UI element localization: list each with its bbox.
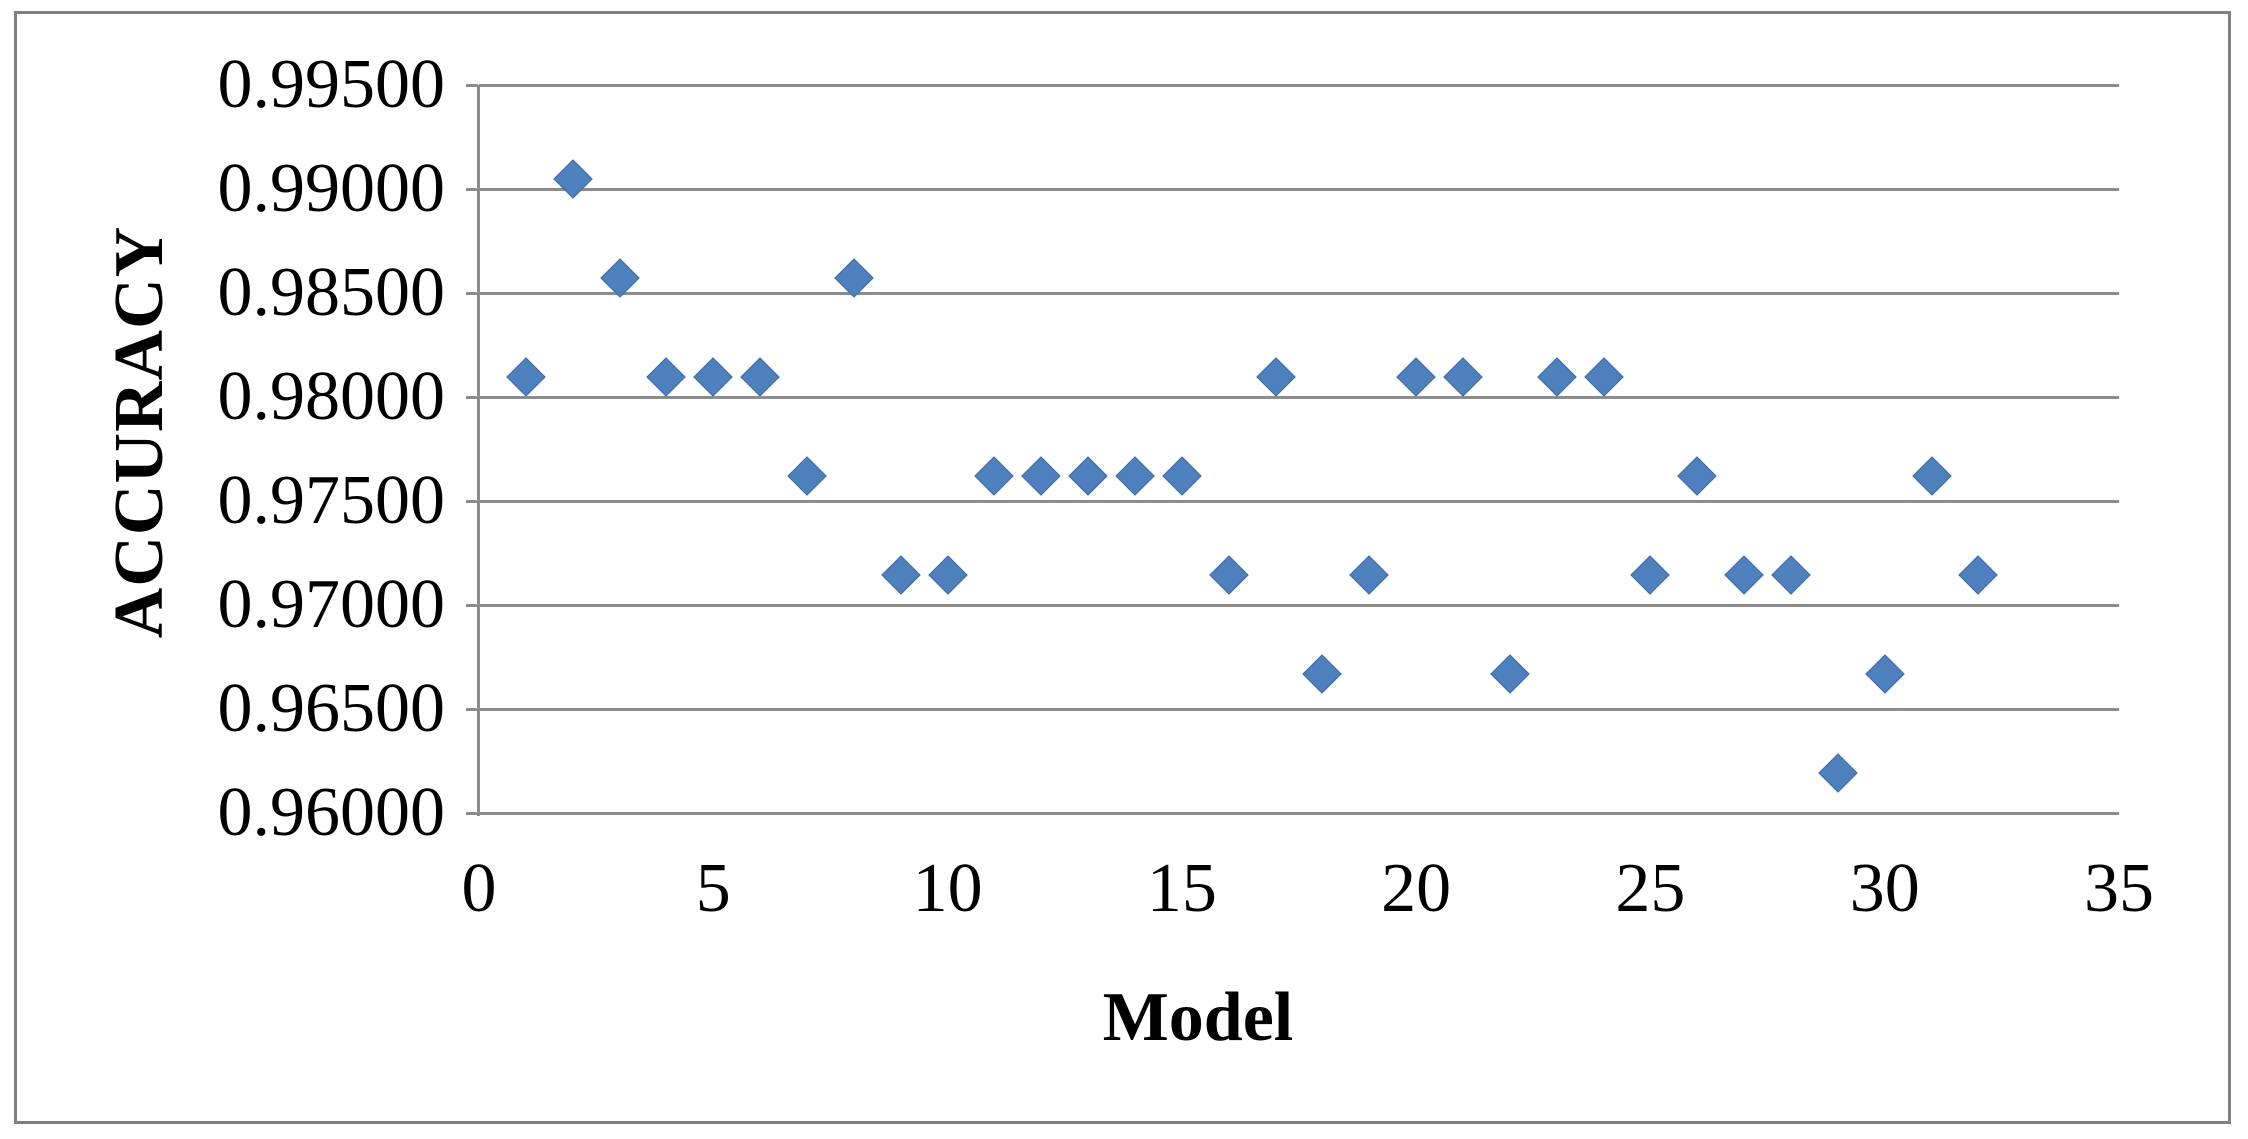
x-tick-label: 25 xyxy=(1615,850,1686,927)
y-tick-label: 0.99500 xyxy=(217,46,446,123)
data-point-model-2 xyxy=(552,159,593,199)
gridline xyxy=(479,708,2119,711)
y-axis-tick-mark xyxy=(466,708,478,711)
y-axis-tick-mark xyxy=(466,84,478,87)
y-axis-tick-mark xyxy=(466,292,478,295)
y-tick-label: 0.97000 xyxy=(217,566,446,643)
data-point-model-21 xyxy=(1443,357,1483,398)
data-point-model-13 xyxy=(1068,456,1108,497)
x-tick-label: 15 xyxy=(1146,850,1217,927)
y-tick-label: 0.98000 xyxy=(217,358,446,435)
data-point-model-14 xyxy=(1115,456,1155,497)
data-point-model-30 xyxy=(1864,654,1905,695)
plot-area xyxy=(466,84,2119,816)
data-point-model-7 xyxy=(787,456,827,497)
y-axis-tick-mark xyxy=(466,604,478,607)
data-point-model-24 xyxy=(1583,357,1624,398)
data-point-model-12 xyxy=(1021,456,1062,497)
data-point-model-17 xyxy=(1255,357,1296,398)
data-point-model-32 xyxy=(1958,555,1999,596)
data-point-model-28 xyxy=(1771,555,1811,596)
gridline xyxy=(479,292,2119,295)
gridline xyxy=(479,500,2119,503)
x-tick-label: 5 xyxy=(695,850,731,927)
data-point-model-31 xyxy=(1911,456,1952,497)
y-axis-line xyxy=(477,85,480,816)
data-point-model-1 xyxy=(506,357,546,398)
x-tick-label: 35 xyxy=(2084,850,2154,927)
data-point-model-11 xyxy=(974,456,1015,497)
y-axis-tick-mark xyxy=(466,396,478,399)
y-tick-label: 0.99000 xyxy=(217,150,446,227)
data-point-model-22 xyxy=(1490,654,1530,695)
data-point-model-4 xyxy=(646,357,687,398)
data-point-model-19 xyxy=(1349,555,1390,596)
y-axis-tick-mark xyxy=(466,500,478,503)
data-point-model-26 xyxy=(1677,456,1718,497)
data-point-model-27 xyxy=(1724,555,1764,596)
x-tick-label: 20 xyxy=(1381,850,1452,927)
data-point-model-20 xyxy=(1396,357,1436,398)
data-point-model-10 xyxy=(927,555,968,596)
data-point-model-29 xyxy=(1818,753,1858,794)
x-axis-line xyxy=(479,812,2119,815)
data-point-model-9 xyxy=(880,555,921,596)
gridline xyxy=(479,604,2119,607)
data-point-model-5 xyxy=(693,357,734,398)
y-tick-label: 0.98500 xyxy=(217,254,446,331)
data-point-model-15 xyxy=(1162,456,1202,497)
x-axis-title: Model xyxy=(1102,979,1294,1056)
data-point-model-6 xyxy=(740,357,780,398)
gridline xyxy=(479,188,2119,191)
data-point-model-18 xyxy=(1302,654,1343,695)
gridline xyxy=(479,84,2119,87)
data-point-model-23 xyxy=(1536,357,1577,398)
x-tick-label: 30 xyxy=(1849,850,1920,927)
y-axis-tick-mark xyxy=(466,188,478,191)
gridline xyxy=(479,396,2119,399)
data-point-model-16 xyxy=(1208,555,1249,596)
x-tick-label: 10 xyxy=(912,850,983,927)
data-point-model-25 xyxy=(1630,555,1671,596)
y-tick-label: 0.96000 xyxy=(217,774,446,851)
y-axis-tick-mark xyxy=(466,812,478,815)
y-tick-label: 0.97500 xyxy=(217,462,446,539)
y-tick-label: 0.96500 xyxy=(217,670,446,747)
x-tick-label: 0 xyxy=(461,850,497,927)
